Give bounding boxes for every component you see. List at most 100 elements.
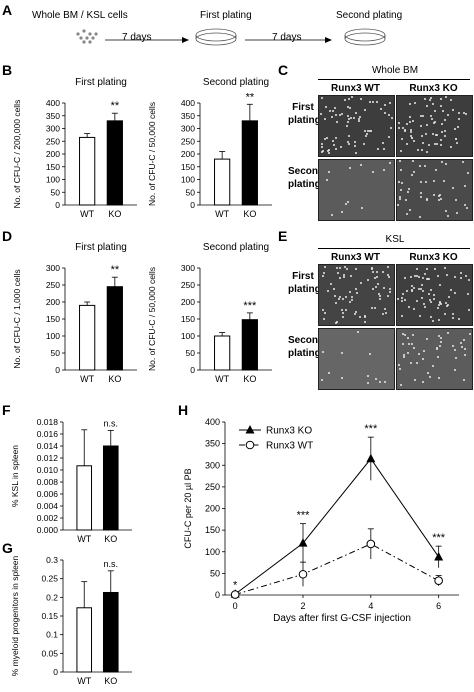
- colony-photo-wt-second: [318, 159, 395, 221]
- photo-grid-header: Whole BM: [371, 65, 419, 76]
- significance-label: n.s.: [104, 418, 119, 428]
- y-tick-label: 50: [186, 187, 196, 197]
- y-tick-label: 0.15: [41, 611, 58, 621]
- y-tick-label: 100: [46, 331, 60, 341]
- y-axis-label: No. of CFU-C / 200,000 cells: [12, 100, 22, 209]
- y-tick-label: 400: [205, 417, 220, 427]
- chart-d-first-plating: First plating 0 50 100 150 200 250 300 No. of CF…: [12, 242, 137, 384]
- schematic-arrow1-label: 7 days: [122, 32, 152, 43]
- x-tick-label: WT: [77, 534, 91, 544]
- significance-label: **: [111, 100, 120, 112]
- y-tick-label: 0.3: [46, 555, 58, 565]
- series-line-0: [234, 457, 440, 595]
- row-header-first: First plating: [288, 102, 321, 126]
- y-tick-label: 100: [181, 331, 195, 341]
- x-tick-label: KO: [243, 209, 256, 219]
- y-tick-label: 400: [181, 98, 195, 108]
- data-point-circle: [298, 569, 308, 579]
- chart-d-second-plating: Second plating 0 50 100 150 200 250 300 No. of C…: [147, 242, 272, 384]
- y-tick-label: 0: [215, 590, 220, 600]
- chart-title: First plating: [75, 77, 127, 88]
- y-tick-label: 50: [210, 568, 220, 578]
- y-tick-label: 0.010: [37, 465, 59, 475]
- bar-ko: [106, 286, 123, 371]
- panel-label-a: A: [2, 2, 13, 18]
- significance-label: **: [111, 264, 120, 276]
- panel-label-b: B: [2, 62, 13, 78]
- x-tick-label: WT: [80, 374, 94, 384]
- x-tick-label: WT: [77, 676, 91, 686]
- x-tick-label: KO: [243, 374, 256, 384]
- y-tick-label: 300: [181, 124, 195, 134]
- significance-label: ***: [297, 510, 311, 522]
- y-tick-label: 0: [55, 365, 60, 375]
- x-tick-label: WT: [80, 209, 94, 219]
- y-tick-label: 250: [46, 136, 60, 146]
- colony-photo-wt-second: [318, 328, 395, 390]
- cell-cluster-icon: [76, 29, 98, 44]
- y-tick-label: 300: [181, 263, 195, 273]
- x-tick-label: 6: [436, 601, 441, 611]
- x-tick-label: KO: [104, 534, 117, 544]
- y-tick-label: 300: [46, 263, 60, 273]
- y-tick-label: 150: [181, 314, 195, 324]
- photo-grid-e: KSL Runx3 WT Runx3 KO First plating Seco…: [288, 234, 473, 394]
- y-tick-label: 0.002: [37, 513, 59, 523]
- y-tick-label: 200: [181, 149, 195, 159]
- y-tick-label: 0: [190, 365, 195, 375]
- y-tick-label: 400: [46, 98, 60, 108]
- schematic-arrow2-label: 7 days: [272, 32, 302, 43]
- panel-label-h: H: [178, 402, 189, 418]
- y-tick-label: 150: [46, 314, 60, 324]
- y-tick-label: 350: [181, 111, 195, 121]
- y-tick-label: 250: [181, 136, 195, 146]
- y-tick-label: 0.008: [37, 477, 59, 487]
- petri-dish-icon-1: [195, 28, 237, 46]
- y-tick-label: 100: [205, 547, 220, 557]
- y-tick-label: 200: [46, 149, 60, 159]
- y-tick-label: 100: [181, 175, 195, 185]
- y-axis-label: No. of CFU-C / 50,000 cells: [147, 102, 157, 206]
- y-tick-label: 100: [46, 175, 60, 185]
- y-tick-label: 0.25: [41, 574, 58, 584]
- schematic-step-first-plating: First plating: [200, 10, 252, 21]
- row-header-second: Second plating: [288, 166, 325, 190]
- y-tick-label: 0.004: [37, 501, 59, 511]
- y-tick-label: 0.1: [46, 630, 58, 640]
- chart-b-second-plating: Second plating 0 50 100 150 200 250 300 350 400 No…: [147, 77, 272, 219]
- legend-marker-triangle: [245, 425, 255, 434]
- x-tick-label: WT: [215, 374, 229, 384]
- chart-title: First plating: [75, 242, 127, 253]
- row-header-first: First plating: [288, 271, 321, 295]
- panel-label-g: G: [2, 540, 13, 556]
- column-header-wt: Runx3 WT: [331, 252, 380, 263]
- y-tick-label: 0.014: [37, 441, 59, 451]
- chart-h-cfu-timecourse: 0 50 100 150 200 250 300 350 400 0 2 4 6 Days after f…: [183, 417, 459, 624]
- y-axis-label: % myeloid progenitors in spleen: [10, 555, 20, 676]
- colony-photo-wt-first: [318, 95, 395, 157]
- bar-ko: [102, 591, 119, 673]
- petri-dish-icon-2: [344, 28, 386, 46]
- y-tick-label: 0.000: [37, 525, 59, 535]
- significance-label: ***: [243, 300, 257, 312]
- y-tick-label: 200: [205, 504, 220, 514]
- legend-marker-circle: [245, 440, 255, 450]
- x-tick-label: 4: [368, 601, 373, 611]
- photo-grid-header: KSL: [385, 234, 405, 245]
- chart-g-myeloid-spleen: 0 0.05 0.1 0.15 0.2 0.25 0.3 % myeloid progenit…: [10, 555, 132, 686]
- y-tick-label: 150: [205, 525, 220, 535]
- y-tick-label: 0.006: [37, 489, 59, 499]
- column-header-ko: Runx3 KO: [409, 252, 458, 263]
- y-axis-label: CFU-C per 20 µl PB: [183, 468, 193, 548]
- x-tick-label: KO: [104, 676, 117, 686]
- y-tick-label: 0: [53, 667, 58, 677]
- data-point-triangle: [434, 551, 444, 561]
- x-tick-label: WT: [215, 209, 229, 219]
- x-tick-label: KO: [108, 374, 121, 384]
- x-tick-label: KO: [108, 209, 121, 219]
- significance-label: ***: [432, 532, 446, 544]
- legend-label: Runx3 KO: [266, 426, 312, 437]
- y-tick-label: 250: [205, 482, 220, 492]
- bar-wt: [214, 158, 231, 206]
- y-tick-label: 0.012: [37, 453, 59, 463]
